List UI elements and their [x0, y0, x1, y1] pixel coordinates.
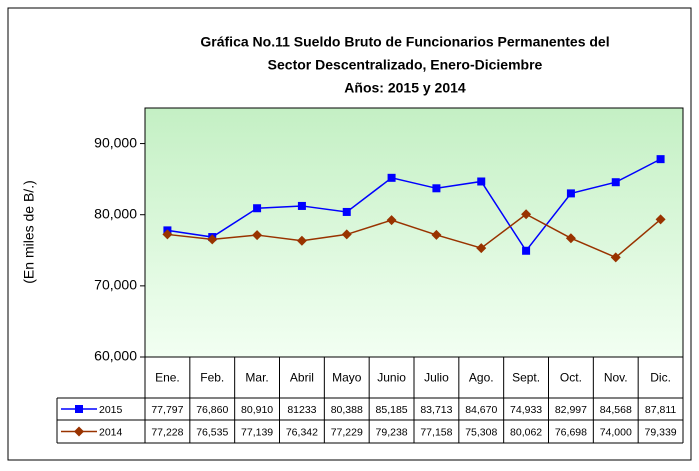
y-tick-label: 90,000	[94, 134, 137, 150]
data-label: 79,238	[376, 426, 408, 438]
legend-label: 2014	[99, 426, 123, 438]
point	[610, 252, 621, 263]
legend-marker	[74, 426, 84, 437]
legend-marker	[75, 405, 83, 413]
y-axis-label: (En miles de B/.)	[21, 180, 37, 283]
point	[566, 189, 575, 198]
line	[167, 158, 661, 253]
data-label: 80,062	[510, 426, 542, 438]
data-label: 85,185	[376, 404, 408, 416]
data-label: 87,811	[645, 404, 676, 416]
chart-title: Gráfica No.11 Sueldo Bruto de Funcionari…	[200, 34, 609, 50]
x-tick-label: Dic.	[650, 371, 671, 385]
x-tick-label: Ene.	[155, 371, 180, 385]
data-label: 79,339	[645, 426, 677, 438]
data-label: 77,797	[151, 404, 183, 416]
data-label: 77,229	[331, 426, 363, 438]
point	[477, 177, 486, 186]
point	[432, 184, 441, 193]
x-tick-label: Mayo	[332, 371, 362, 385]
point	[342, 207, 351, 216]
y-tick-label: 70,000	[94, 277, 137, 293]
y-tick-label: 60,000	[94, 348, 137, 364]
data-label: 84,670	[465, 404, 497, 416]
data-label: 81233	[287, 404, 316, 416]
data-label: 76,535	[196, 426, 228, 438]
data-label: 76,698	[555, 426, 587, 438]
x-tick-label: Oct.	[560, 371, 582, 385]
point	[387, 173, 396, 182]
data-label: 75,308	[465, 426, 497, 438]
point	[296, 235, 307, 246]
point	[341, 229, 352, 240]
legend-label: 2015	[99, 404, 123, 416]
point	[522, 246, 531, 255]
x-tick-label: Mar.	[245, 371, 268, 385]
data-label: 77,139	[241, 426, 273, 438]
data-label: 80,910	[241, 404, 273, 416]
x-tick-label: Abril	[290, 371, 314, 385]
x-tick-label: Junio	[377, 371, 406, 385]
point	[476, 243, 487, 254]
point	[656, 155, 665, 164]
y-tick-label: 80,000	[94, 205, 137, 221]
data-label: 77,228	[151, 426, 183, 438]
point	[611, 178, 620, 187]
data-label: 74,933	[510, 404, 542, 416]
point	[565, 233, 576, 244]
chart-title: Sector Descentralizado, Enero-Diciembre	[268, 57, 543, 73]
point	[252, 230, 263, 241]
data-label: 82,997	[555, 404, 587, 416]
data-label: 76,342	[286, 426, 318, 438]
point	[431, 229, 442, 240]
data-label: 84,568	[600, 404, 632, 416]
line	[167, 213, 662, 259]
plot-area	[144, 107, 684, 358]
data-label: 74,000	[600, 426, 632, 438]
x-tick-label: Feb.	[200, 371, 224, 385]
point	[655, 214, 666, 225]
data-label: 77,158	[420, 426, 452, 438]
chart-title: Años: 2015 y 2014	[344, 80, 466, 96]
x-tick-label: Sept.	[512, 371, 540, 385]
point	[207, 234, 218, 245]
point	[386, 215, 397, 226]
x-tick-label: Ago.	[469, 371, 494, 385]
point	[297, 201, 306, 210]
data-label: 83,713	[420, 404, 452, 416]
point	[162, 229, 173, 240]
x-tick-label: Nov.	[604, 371, 628, 385]
data-label: 80,388	[331, 404, 363, 416]
point	[521, 209, 532, 220]
data-label: 76,860	[196, 404, 228, 416]
x-tick-label: Julio	[424, 371, 449, 385]
point	[253, 204, 262, 213]
